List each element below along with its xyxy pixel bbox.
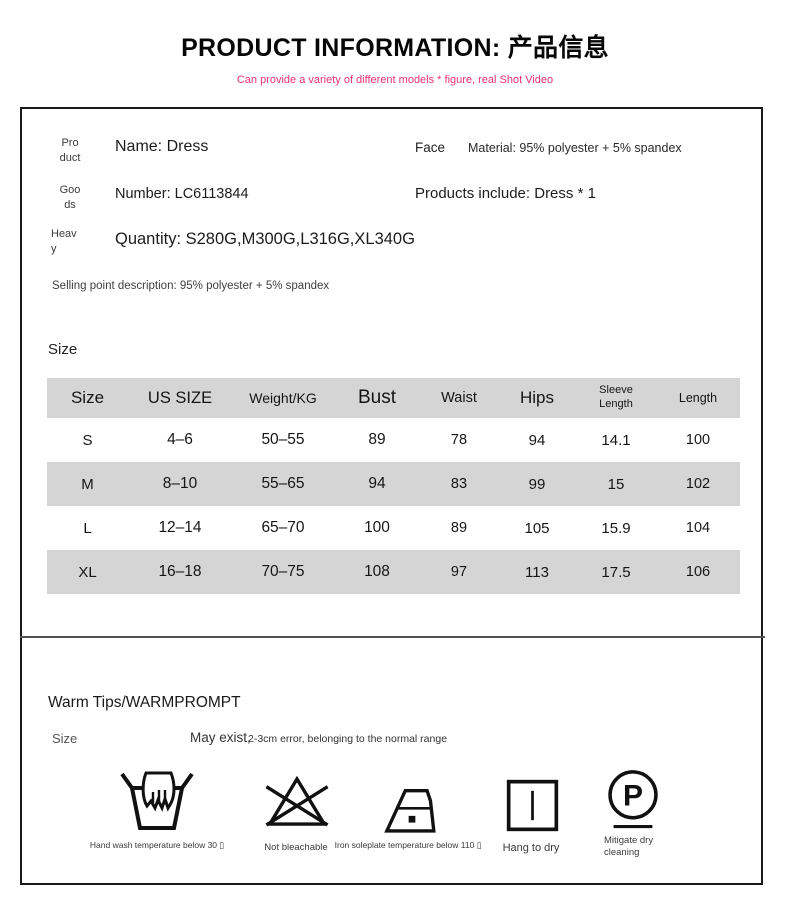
col-header-hips: Hips bbox=[519, 388, 554, 407]
page-title: PRODUCT INFORMATION: 产品信息 bbox=[181, 34, 609, 62]
warm-tips-size-label: Size bbox=[52, 731, 78, 746]
selling-point-text: Selling point description: 95% polyester… bbox=[52, 280, 330, 292]
product-info-box bbox=[20, 107, 763, 885]
size-table: Size US SIZE Weight/KG Bust Waist Hips S… bbox=[47, 378, 740, 594]
size-table-row: S 4–6 50–55 89 78 94 14.1 100 bbox=[47, 418, 740, 462]
goods-number-value: Number: LC6113844 bbox=[115, 186, 249, 202]
iron-low-icon bbox=[384, 789, 436, 833]
size-table-cell: 89 bbox=[450, 520, 468, 536]
size-table-cell: 15 bbox=[607, 475, 625, 493]
size-table-cell: 12–14 bbox=[158, 519, 202, 536]
size-table-cell: 100 bbox=[685, 432, 711, 448]
size-table-cell: 65–70 bbox=[261, 519, 305, 536]
col-header-weight: Weight/KG bbox=[249, 390, 317, 406]
heavy-row-label: Heav y bbox=[51, 228, 77, 255]
size-table-cell: 94 bbox=[368, 475, 386, 492]
size-table-cell: M bbox=[81, 475, 94, 493]
product-row-label: Pro duct bbox=[59, 137, 81, 164]
size-table-cell: 102 bbox=[685, 476, 711, 492]
size-table-cell: 89 bbox=[368, 431, 386, 448]
size-note-detail: 2-3cm error, belonging to the normal ran… bbox=[248, 733, 448, 745]
col-header-length: Length bbox=[678, 391, 718, 405]
size-table-row: M 8–10 55–65 94 83 99 15 102 bbox=[47, 462, 740, 506]
size-table-cell: L bbox=[83, 519, 92, 537]
care-label-dry-cleaning: Mitigate dry cleaning bbox=[604, 835, 654, 858]
size-table-cell: 16–18 bbox=[158, 563, 202, 580]
col-header-us-size: US SIZE bbox=[147, 388, 213, 407]
size-table-cell: 104 bbox=[685, 520, 711, 536]
size-table-cell: 4–6 bbox=[167, 431, 193, 448]
size-table-cell: 113 bbox=[525, 563, 549, 581]
size-table-header-row: Size US SIZE Weight/KG Bust Waist Hips S… bbox=[47, 378, 740, 418]
size-table-cell: 78 bbox=[450, 432, 468, 448]
quantity-value: Quantity: S280G,M300G,L316G,XL340G bbox=[115, 230, 415, 248]
care-label-hand-wash: Hand wash temperature below 30 ▯ bbox=[89, 840, 225, 850]
page-subtitle: Can provide a variety of different model… bbox=[236, 74, 554, 86]
size-table-cell: 17.5 bbox=[601, 563, 631, 581]
warm-tips-heading: Warm Tips/WARMPROMPT bbox=[48, 694, 241, 711]
size-table-cell: 94 bbox=[528, 431, 546, 449]
size-table-cell: 14.1 bbox=[601, 431, 631, 449]
size-table-cell: 8–10 bbox=[162, 475, 198, 492]
do-not-bleach-icon bbox=[265, 775, 329, 827]
size-table-cell: 55–65 bbox=[261, 475, 305, 492]
size-table-cell: 50–55 bbox=[261, 431, 305, 448]
size-table-body: S 4–6 50–55 89 78 94 14.1 100 M 8–10 55–65 94 83 99 15… bbox=[47, 418, 740, 594]
product-name-value: Name: Dress bbox=[115, 138, 209, 155]
dry-clean-p-icon: P bbox=[608, 770, 658, 829]
size-section-heading: Size bbox=[48, 341, 78, 358]
size-note-main: May exist, bbox=[190, 730, 251, 745]
material-value: Material: 95% polyester + 5% spandex bbox=[468, 141, 682, 155]
size-table-cell: 106 bbox=[685, 564, 711, 580]
size-table-cell: 99 bbox=[528, 475, 546, 493]
size-table-cell: 83 bbox=[450, 476, 468, 492]
goods-row-label: Goo ds bbox=[59, 184, 81, 211]
col-header-bust: Bust bbox=[357, 387, 397, 408]
face-label: Face bbox=[415, 140, 446, 155]
size-table-row: XL 16–18 70–75 108 97 113 17.5 106 bbox=[47, 550, 740, 594]
size-table-cell: S bbox=[82, 431, 93, 449]
size-table-cell: 100 bbox=[364, 519, 390, 536]
products-include-value: Products include: Dress * 1 bbox=[415, 185, 596, 202]
size-table-cell: 97 bbox=[450, 564, 468, 580]
col-header-waist: Waist bbox=[441, 390, 477, 406]
care-label-not-bleachable: Not bleachable bbox=[264, 842, 328, 853]
size-table-cell: XL bbox=[78, 563, 97, 581]
hang-to-dry-icon bbox=[506, 779, 559, 832]
size-table-cell: 15.9 bbox=[601, 519, 631, 537]
dry-clean-p-letter: P bbox=[623, 779, 643, 812]
size-table-cell: 108 bbox=[364, 563, 390, 580]
col-header-size: Size bbox=[70, 388, 105, 407]
care-label-hang-to-dry: Hang to dry bbox=[502, 842, 560, 854]
care-label-iron: Iron soleplate temperature below 110 ▯ bbox=[334, 840, 482, 850]
size-table-row: L 12–14 65–70 100 89 105 15.9 104 bbox=[47, 506, 740, 550]
section-divider bbox=[20, 636, 765, 638]
size-table-cell: 70–75 bbox=[261, 563, 305, 580]
hand-wash-icon bbox=[120, 771, 194, 830]
size-table-cell: 105 bbox=[524, 519, 550, 537]
col-header-sleeve-length: Sleeve Length bbox=[599, 384, 633, 410]
